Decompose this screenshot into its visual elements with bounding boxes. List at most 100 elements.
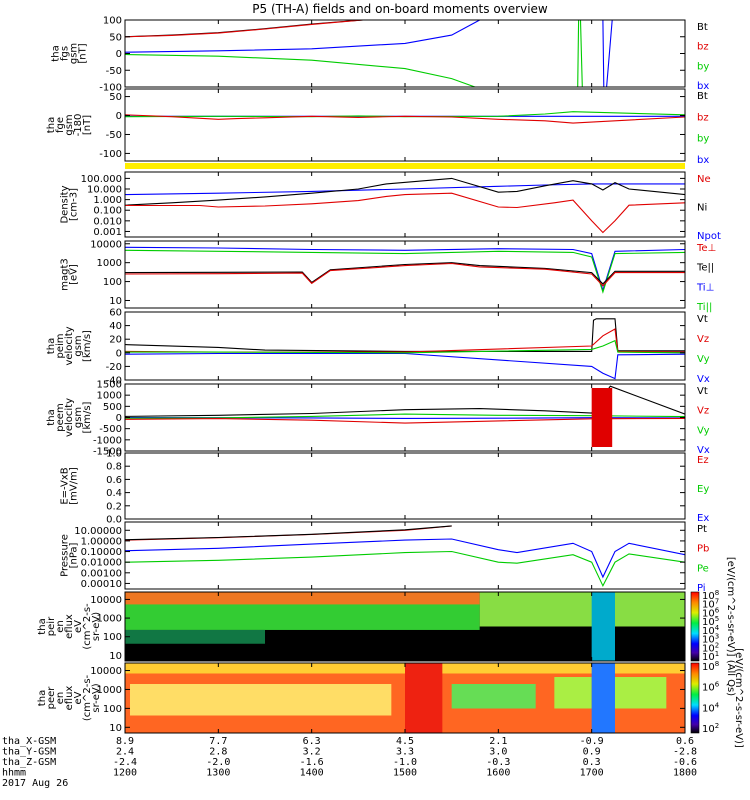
legend-ve-Vx: Vx: [697, 445, 710, 456]
peer-ylabel-line: (cm^2-s-: [82, 674, 93, 721]
footer-row-value: 0.3: [583, 757, 601, 768]
density-ylabel: Density[cm-3]: [60, 185, 80, 223]
peir-spectrogram: [125, 592, 685, 661]
vi-ylabel-line: [km/s]: [82, 330, 93, 362]
ve-tick-label: 0: [116, 413, 122, 424]
pressure-ylabel-line: [nPa]: [69, 542, 80, 568]
legend-efield-Ex: Ex: [697, 513, 709, 524]
peir-ylabel-line: en: [55, 620, 66, 633]
axis-footer: tha_X-GSM 8.9 7.7 6.3 4.5 2.1 -0.9 0.6 tha_Y-GSM…: [2, 736, 697, 789]
ve-ylabel-line: [km/s]: [82, 401, 93, 433]
efield-tick-label: 0.0: [106, 515, 122, 526]
peer-tick-label: 10: [109, 723, 122, 734]
footer-row-value: 0.6: [676, 736, 694, 747]
density-ylabel-line: Density: [60, 185, 71, 223]
series-temp-Ti||: [125, 249, 685, 294]
fge-ylabel-line: [nT]: [82, 115, 93, 135]
temp-legend: Te⊥ Te|| Ti⊥ Ti||: [696, 243, 716, 313]
pressure-tick-label: 1.00000: [81, 536, 122, 547]
legend-pressure-Pi: Pi: [697, 583, 706, 594]
peer-ylabel-line: eV: [73, 691, 84, 704]
legend-temp-Te||: Te||: [696, 263, 714, 274]
density-tick-label: 10.000: [87, 185, 122, 196]
legend-ve-Vy: Vy: [697, 425, 710, 436]
ve-ylabel-line: gsm: [73, 407, 84, 428]
series-vi-Vz: [125, 328, 685, 353]
legend-vi-Vx: Vx: [697, 374, 710, 385]
footer-row-value: 8.9: [116, 736, 134, 747]
ve-tick-label: 1500: [97, 380, 122, 391]
legend-density-Npot: Npot: [697, 231, 721, 242]
legend-fge-bx: bx: [697, 155, 709, 166]
temp-tick-label: 1000: [97, 258, 122, 269]
fge-ylabel-line: -180: [73, 114, 84, 137]
legend-pressure-Pe: Pe: [697, 563, 709, 574]
fge-ylabel-line: tha: [46, 117, 57, 133]
footer-row-value: 0.9: [583, 747, 601, 758]
vi-tick-label: -40: [106, 376, 122, 387]
footer-row-value: 2.4: [116, 747, 134, 758]
density-tick-label: 100.000: [81, 174, 122, 185]
pressure-y-ticks: 10.000001.000000.100000.010000.001000.00…: [74, 526, 685, 590]
fgs-ylabel-line: [nT]: [78, 43, 89, 63]
efield-ylabel: E=-VxB[mV/m]: [60, 467, 80, 505]
peer-colorbar-label: [eV/(cm^2-s-sr-eV)]: [733, 648, 744, 748]
series-vi-Vx: [125, 352, 685, 380]
fgs-ylabel-line: gsm: [69, 43, 80, 64]
legend-temp-Te⊥: Te⊥: [696, 243, 716, 254]
efield-ylabel-line: E=-VxB: [60, 467, 71, 504]
legend-fge-by: by: [697, 134, 709, 145]
legend-ve-Vz: Vz: [697, 406, 709, 417]
peer-colorbar-tick: 102: [702, 722, 719, 735]
density-tick-label: 1.000: [93, 195, 122, 206]
ve-tick-label: 1000: [97, 391, 122, 402]
series-density-Ne: [125, 192, 685, 234]
fgs-frame: [124, 19, 686, 88]
panel-pressure: PtPbPePi10.000001.000000.100000.010000.0…: [60, 521, 709, 594]
peer-ylabel-line: peer: [46, 686, 57, 710]
footer-row-value: -2.4: [113, 757, 137, 768]
vi-tick-label: 20: [109, 335, 122, 346]
vi-tick-label: -20: [106, 362, 122, 373]
pressure-tick-label: 0.01000: [81, 558, 122, 569]
footer-row-value: 1300: [206, 768, 230, 779]
efield-frame: [124, 452, 686, 520]
footer-row-label: tha_X-GSM: [2, 736, 56, 747]
footer-row-label: tha_Y-GSM: [2, 747, 56, 758]
footer-row-value: -1.6: [300, 757, 324, 768]
fge-ylabel-line: gsm: [64, 114, 75, 135]
peer-colorbar-tick: 106: [702, 681, 720, 694]
series-fgs-bz: [125, 20, 364, 38]
peir-tick-label: 1000: [97, 614, 122, 625]
peir-ylabel-line: sr-eV): [91, 612, 102, 641]
legend-vi-Vt: Vt: [697, 314, 708, 325]
vi-tick-label: 0: [116, 348, 122, 359]
legend-density-Ni: Ni: [697, 203, 707, 214]
series-temp-Ti⊥: [125, 246, 685, 293]
panel-efield: Ez Ey Ex 1.0 0.8 0.6 0.4 0.2 0.0 E=-VxB[mV/m]: [60, 449, 710, 526]
peer-tick-label: 1000: [97, 685, 122, 696]
figure-title: P5 (TH-A) fields and on-board moments ov…: [252, 2, 548, 16]
pressure-tick-label: 10.00000: [74, 526, 122, 537]
vi-ylabel-line: gsm: [73, 335, 84, 356]
vi-legend: Vt Vz Vy Vx: [697, 314, 710, 385]
peer-colorbar: 108 106 104 102 [eV/(cm^2-s-sr-eV)]: [690, 648, 744, 748]
peir-ylabel-line: eV: [73, 620, 84, 633]
footer-row-value: 3.3: [396, 747, 414, 758]
peer-tick-label: 100: [103, 704, 122, 715]
peir-ylabel-line: eflux: [64, 614, 75, 639]
footer-row-value: -2.0: [206, 757, 230, 768]
legend-density-Ne: Ne: [697, 174, 711, 185]
series-density-Npot: [125, 183, 685, 196]
vi-ylabel-line: tha: [46, 338, 57, 354]
fge-tick-label: 0: [116, 111, 122, 122]
footer-row-value: 2.8: [209, 747, 227, 758]
legend-fgs-bx: bx: [697, 81, 709, 92]
